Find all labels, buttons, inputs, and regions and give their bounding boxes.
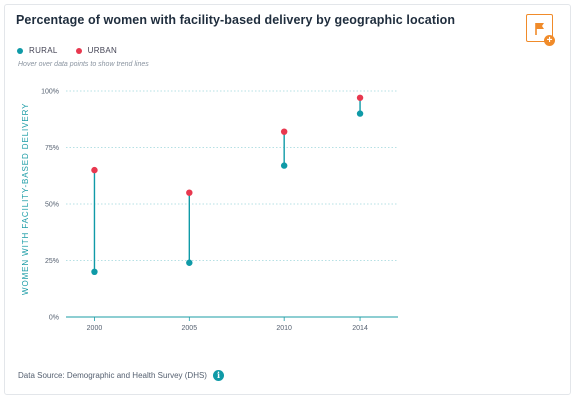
legend-dot-rural (17, 47, 23, 54)
x-tick-label: 2000 (87, 325, 103, 332)
data-point-rural[interactable] (356, 110, 364, 117)
legend-item-rural[interactable]: RURAL (17, 46, 58, 55)
flag-icon (535, 23, 544, 35)
legend-label-urban: URBAN (87, 46, 118, 55)
legend: RURAL URBAN (17, 46, 117, 55)
data-point-urban[interactable] (356, 94, 364, 101)
y-tick-label: 50% (45, 202, 59, 209)
data-point-urban[interactable] (91, 166, 98, 174)
plus-icon[interactable]: + (544, 35, 555, 46)
data-point-rural[interactable] (91, 268, 98, 275)
x-tick-label: 2010 (276, 325, 292, 332)
chart-card (4, 4, 571, 395)
y-tick-label: 75% (45, 145, 59, 152)
legend-label-rural: RURAL (29, 46, 58, 55)
hover-hint: Hover over data points to show trend lin… (18, 61, 149, 68)
data-point-rural[interactable] (186, 259, 193, 266)
y-tick-label: 25% (45, 258, 59, 265)
y-tick-label: 0% (49, 315, 59, 322)
data-point-urban[interactable] (280, 128, 288, 135)
data-point-rural[interactable] (280, 162, 288, 169)
data-point-urban[interactable] (186, 189, 193, 196)
chart-title: Percentage of women with facility-based … (16, 13, 456, 27)
info-icon[interactable]: i (212, 370, 224, 381)
data-source-text: Data Source: Demographic and Health Surv… (18, 371, 207, 380)
legend-dot-urban (75, 47, 82, 54)
y-tick-label: 100% (41, 89, 59, 96)
data-source: Data Source: Demographic and Health Surv… (18, 370, 224, 381)
x-tick-label: 2014 (352, 325, 368, 332)
legend-item-urban[interactable]: URBAN (75, 46, 118, 55)
x-tick-label: 2005 (182, 325, 198, 332)
